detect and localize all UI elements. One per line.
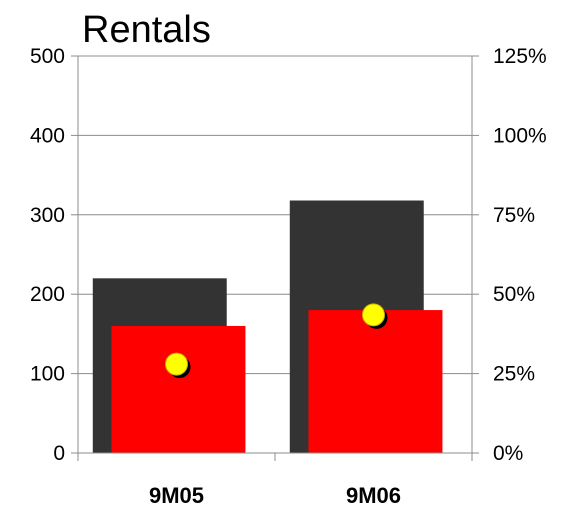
right-tick-label: 0%	[493, 442, 523, 465]
bar-series2	[111, 325, 246, 453]
right-tick-label: 25%	[493, 363, 535, 386]
tick-labels: 0 0% 100 25% 200 50% 300 75% 400 100% 500 125% 9M05 9…	[30, 45, 547, 508]
right-tick-label: 75%	[493, 204, 535, 227]
left-tick-label: 400	[30, 124, 65, 147]
right-tick-label: 100%	[493, 124, 547, 147]
left-tick-label: 200	[30, 283, 65, 306]
bar-series2	[308, 310, 443, 453]
marker-point	[165, 352, 188, 376]
markers	[165, 303, 388, 379]
chart-title: Rentals	[82, 9, 211, 51]
left-tick-label: 0	[53, 442, 65, 465]
left-tick-label: 100	[30, 363, 65, 386]
marker-point	[362, 303, 385, 327]
axes	[71, 55, 479, 461]
bars	[92, 200, 443, 453]
right-tick-label: 125%	[493, 45, 547, 68]
left-tick-label: 300	[30, 204, 65, 227]
category-label: 9M06	[346, 483, 401, 508]
right-tick-label: 50%	[493, 283, 535, 306]
category-label: 9M05	[149, 483, 204, 508]
left-tick-label: 500	[30, 45, 65, 68]
